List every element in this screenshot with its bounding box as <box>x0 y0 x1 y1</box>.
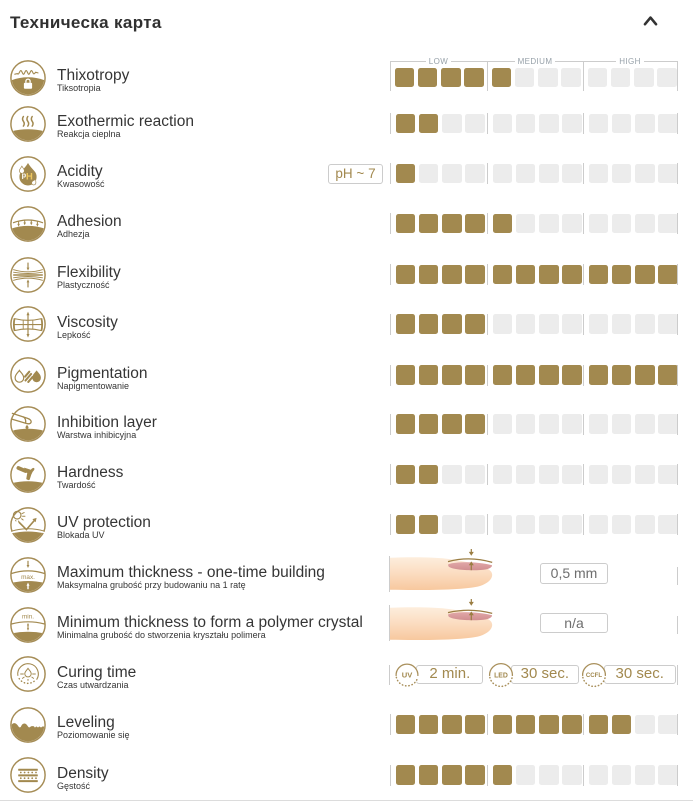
svg-text:max.: max. <box>21 573 35 580</box>
svg-text:LED: LED <box>494 672 508 679</box>
svg-text:p: p <box>22 170 27 179</box>
svg-text:CCFL: CCFL <box>586 672 603 679</box>
svg-text:min.: min. <box>22 613 34 620</box>
svg-text:H: H <box>26 170 33 181</box>
svg-text:UV: UV <box>402 670 413 679</box>
